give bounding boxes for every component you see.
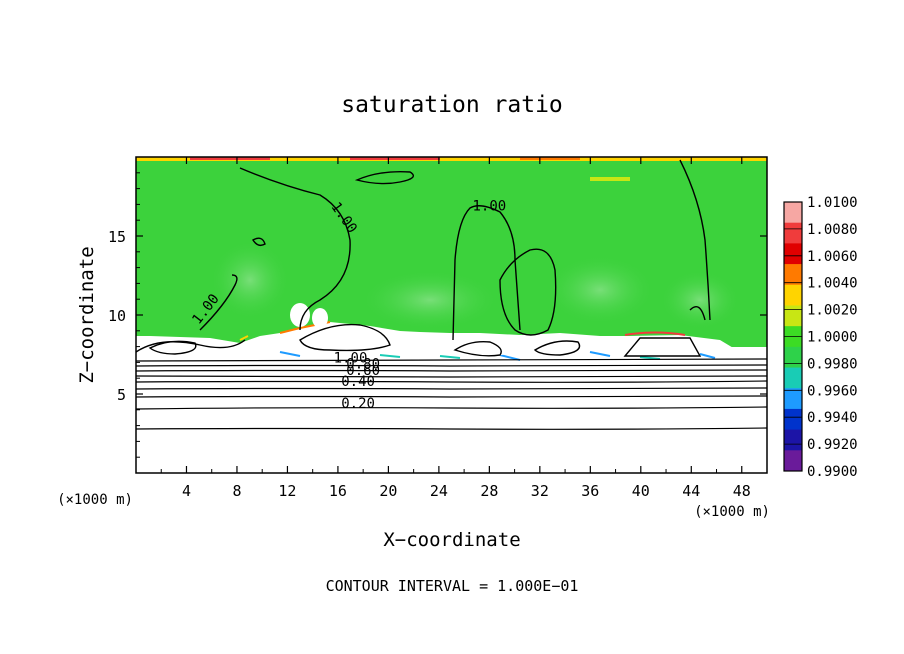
colorbar-swatch: [784, 222, 802, 244]
x-tick-label: 16: [329, 482, 347, 500]
y-tick-label: 5: [117, 386, 126, 404]
colorbar-label: 1.0100: [807, 195, 858, 211]
colorbar-label: 0.9900: [807, 464, 858, 480]
x-tick-label: 28: [480, 482, 498, 500]
contour-label: 0.40: [341, 374, 375, 390]
colorbar-label: 1.0020: [807, 303, 858, 319]
contour-line: [533, 340, 581, 356]
cloud-top-fringe: [624, 331, 686, 336]
colorbar-swatch: [784, 284, 802, 306]
field-patch: [360, 270, 500, 330]
x-tick-label: 48: [733, 482, 751, 500]
x-tick-label: 12: [278, 482, 296, 500]
x-tick-label: 24: [430, 482, 448, 500]
colorbar-label: 0.9920: [807, 437, 858, 453]
contour-line: [239, 167, 351, 331]
y-tick-label: 15: [108, 228, 126, 246]
contour-line: [136, 369, 767, 372]
x-tick-label: 32: [531, 482, 549, 500]
x-tick-label: 20: [379, 482, 397, 500]
contour-label: 1.00: [334, 350, 368, 366]
x-unit-label-right: (×1000 m): [694, 504, 770, 520]
colorbar-label: 1.0080: [807, 222, 858, 238]
contour-line: [136, 387, 767, 390]
colorbar-swatch: [784, 367, 802, 389]
colorbar-label: 1.0040: [807, 276, 858, 292]
chart-title: saturation ratio: [341, 92, 563, 118]
contour-line: [679, 159, 711, 321]
subsaturated-pocket: [312, 308, 328, 328]
contour-line: [689, 306, 706, 321]
subsaturated-pocket: [300, 328, 390, 352]
top-band-yellow: [590, 177, 630, 181]
cloud-base-fringe: [379, 354, 661, 360]
y-tick-label: 10: [108, 307, 126, 325]
x-tick-label: 4: [182, 482, 191, 500]
contour-line: [452, 205, 521, 341]
contour-line: [136, 375, 767, 378]
contour-line: [136, 395, 767, 398]
contour-line: [499, 248, 557, 336]
field-patch: [545, 255, 655, 325]
contour-line: [623, 337, 702, 357]
x-unit-label-left: (×1000 m): [57, 492, 133, 508]
top-band-red: [350, 157, 440, 160]
colorbar-swatch: [784, 450, 802, 472]
colorbar-swatch: [784, 388, 802, 410]
y-axis-label: Z−coordinate: [76, 246, 98, 383]
top-band: [136, 157, 767, 161]
contour-line: [136, 364, 767, 367]
subsaturated-pocket: [622, 336, 698, 356]
contour-label: 0.80: [346, 357, 380, 373]
colorbar-swatch: [784, 408, 802, 431]
colorbar-label: 0.9940: [807, 410, 858, 426]
contour-interval-note: CONTOUR INTERVAL = 1.000E−01: [326, 577, 579, 595]
colorbar-swatch: [784, 202, 802, 224]
contour-line: [136, 380, 767, 383]
x-tick-label: 44: [682, 482, 700, 500]
contour-line: [148, 340, 197, 355]
subsaturated-pocket: [140, 342, 220, 358]
x-tick-label: 36: [581, 482, 599, 500]
contour-line: [136, 358, 767, 362]
contour-label: 1.00: [473, 199, 507, 215]
colorbar-label: 1.0000: [807, 330, 858, 346]
contour-label: 0.60: [346, 363, 380, 379]
cloud-top-fringe: [239, 335, 249, 341]
cloud-base-fringe: [279, 351, 716, 361]
contour-line: [199, 274, 238, 331]
colorbar-label: 1.0060: [807, 249, 858, 265]
contour-line: [299, 323, 391, 352]
top-band-orange: [520, 157, 580, 160]
field-patch: [210, 240, 290, 320]
x-tick-label: 8: [232, 482, 241, 500]
field-patch: [660, 270, 740, 330]
x-axis-label: X−coordinate: [383, 529, 520, 551]
colorbar-swatch: [784, 429, 802, 451]
subsaturated-pocket: [520, 336, 600, 354]
top-band-red: [190, 157, 270, 160]
contour-line: [453, 340, 502, 357]
contour-line: [354, 170, 414, 185]
contour-line: [136, 427, 767, 430]
contour-label: 0.20: [341, 396, 375, 412]
contour-line: [136, 406, 767, 410]
plot-area: 1.001.00 1.001.000.800.600.400.20 4 8 12 16 2…: [108, 156, 768, 500]
colorbar: 1.0100 1.0080 1.0060 1.0040 1.0020 1.0000 0.99…: [783, 195, 858, 480]
x-tick-label: 40: [632, 482, 650, 500]
colorbar-label: 0.9980: [807, 356, 858, 372]
subsaturated-pocket: [290, 303, 310, 327]
colorbar-swatch: [784, 305, 802, 327]
contour-line: [136, 339, 246, 353]
contour-line: [252, 237, 266, 247]
colorbar-swatch: [784, 346, 802, 369]
colorbar-swatch: [784, 264, 802, 286]
colorbar-swatch: [784, 243, 802, 265]
colorbar-label: 0.9960: [807, 383, 858, 399]
